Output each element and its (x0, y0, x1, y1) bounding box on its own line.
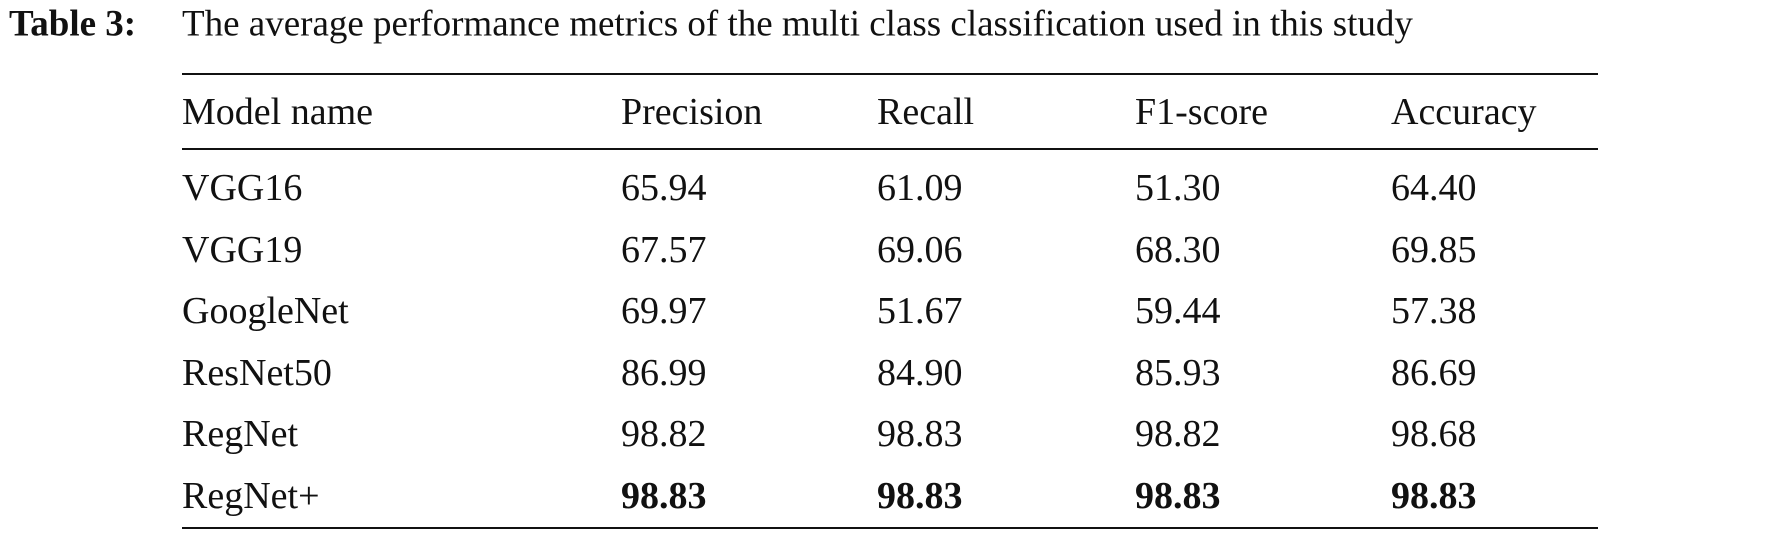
metric-cell: 98.83 (1391, 474, 1477, 517)
metric-cell: 86.69 (1391, 351, 1477, 394)
metric-cell: 59.44 (1135, 290, 1221, 332)
model-name: VGG16 (182, 167, 303, 209)
metric-cell: 98.83 (877, 474, 963, 517)
metric-cell: 86.99 (621, 351, 707, 394)
metric-cell: 51.67 (877, 290, 963, 332)
metric-cell: 51.30 (1135, 167, 1221, 209)
header-cell: Model name (182, 91, 374, 133)
metric-cell: 68.30 (1135, 228, 1221, 271)
metric-cell: 98.83 (1135, 474, 1221, 517)
caption-text: The average performance metrics of the m… (182, 3, 1413, 45)
model-name: ResNet50 (182, 351, 332, 394)
header-cell: Recall (877, 91, 975, 133)
metric-cell: 84.90 (877, 351, 963, 394)
header-cell: Precision (621, 91, 763, 133)
caption-label: Table 3: (9, 3, 137, 45)
metric-cell: 85.93 (1135, 351, 1221, 394)
model-name: VGG19 (182, 228, 303, 271)
metric-cell: 69.85 (1391, 228, 1477, 271)
model-name: RegNet+ (182, 474, 320, 517)
metric-cell: 67.57 (621, 228, 707, 271)
metric-cell: 57.38 (1391, 290, 1477, 332)
header-cell: F1-score (1135, 91, 1268, 133)
metric-cell: 98.68 (1391, 413, 1477, 455)
metric-cell: 69.97 (621, 290, 707, 332)
header-rule (182, 148, 1598, 150)
metric-cell: 98.83 (877, 413, 963, 455)
metric-cell: 65.94 (621, 167, 707, 209)
metric-cell: 61.09 (877, 167, 963, 209)
bottom-rule (182, 527, 1598, 529)
metric-cell: 98.82 (1135, 413, 1221, 455)
model-name: RegNet (182, 413, 299, 455)
model-name: GoogleNet (182, 290, 349, 332)
metric-cell: 64.40 (1391, 167, 1477, 209)
top-rule (182, 73, 1598, 75)
metric-cell: 98.83 (621, 474, 707, 517)
header-cell: Accuracy (1391, 91, 1537, 133)
metric-cell: 69.06 (877, 228, 963, 271)
metric-cell: 98.82 (621, 413, 707, 455)
